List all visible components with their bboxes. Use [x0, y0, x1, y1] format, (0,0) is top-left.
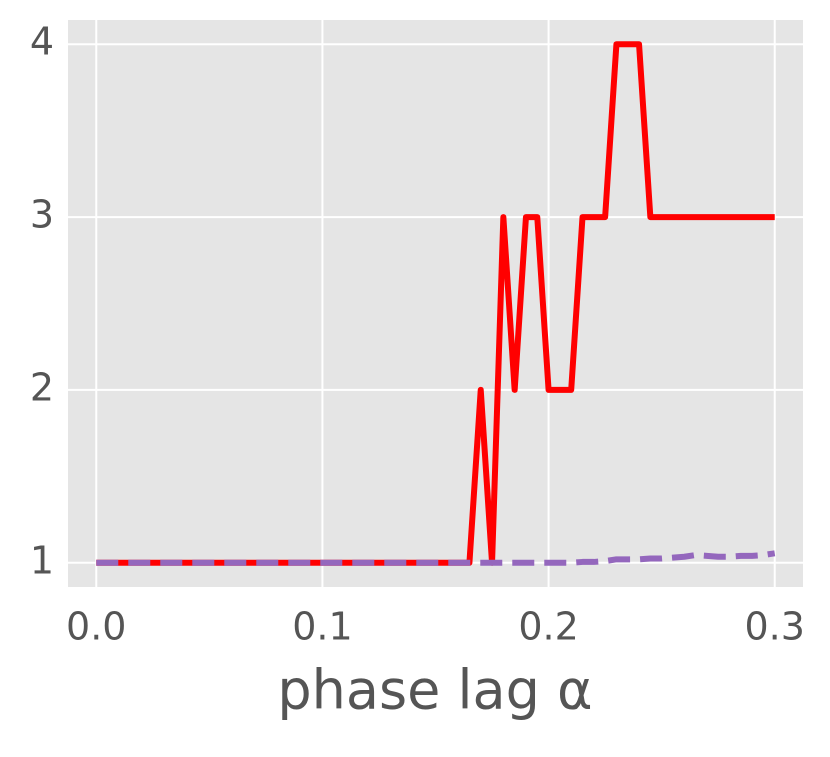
plot-area — [68, 20, 803, 587]
x-tick-label: 0.2 — [518, 605, 578, 649]
y-tick-label: 2 — [30, 365, 54, 409]
y-tick-label: 4 — [30, 20, 54, 64]
x-tick-label: 0.3 — [745, 605, 805, 649]
x-axis-label: phase lag α — [277, 659, 592, 722]
x-tick-label: 0.1 — [292, 605, 352, 649]
series-line — [96, 550, 776, 566]
y-tick-label: 3 — [30, 193, 54, 237]
x-tick-label: 0.0 — [66, 605, 126, 649]
y-tick-label: 1 — [30, 538, 54, 582]
